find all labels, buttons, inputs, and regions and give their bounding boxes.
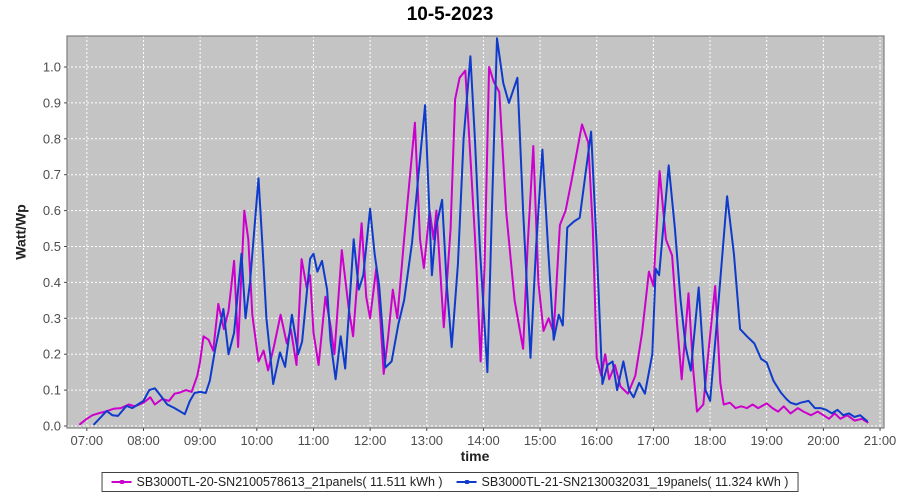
series-line-magenta xyxy=(79,66,869,426)
legend-label: SB3000TL-21-SN2130032031_19panels( 11.32… xyxy=(481,475,789,489)
y-tick-label: 0.3 xyxy=(43,311,61,326)
legend: SB3000TL-20-SN2100578613_21panels( 11.51… xyxy=(101,472,799,492)
plot-border xyxy=(66,35,885,429)
series-line-icon xyxy=(456,479,477,486)
x-tick-label: 09:00 xyxy=(184,433,217,448)
legend-entry: SB3000TL-20-SN2100578613_21panels( 11.51… xyxy=(111,475,443,489)
legend-label: SB3000TL-20-SN2100578613_21panels( 11.51… xyxy=(136,475,443,489)
x-tick-label: 10:00 xyxy=(241,433,274,448)
y-tick-label: 0.6 xyxy=(43,203,61,218)
y-tick-label: 0.5 xyxy=(43,239,61,254)
series-line-icon xyxy=(111,479,132,486)
x-tick-label: 15:00 xyxy=(524,433,557,448)
x-tick-label: 16:00 xyxy=(580,433,613,448)
x-tick-label: 07:00 xyxy=(71,433,104,448)
x-tick-label: 18:00 xyxy=(694,433,727,448)
y-tick-label: 0.9 xyxy=(43,95,61,110)
y-tick-label: 1.0 xyxy=(43,60,61,75)
x-tick-label: 11:00 xyxy=(298,433,330,448)
x-tick-label: 08:00 xyxy=(127,433,160,448)
y-tick-label: 0.4 xyxy=(43,275,61,290)
y-axis-label: Watt/Wp xyxy=(13,204,29,260)
y-tick-label: 0.2 xyxy=(43,347,61,362)
y-axis-label-wrap: Watt/Wp xyxy=(10,36,32,428)
x-tick-label: 13:00 xyxy=(411,433,444,448)
x-tick-label: 21:00 xyxy=(864,433,897,448)
x-tick-label: 20:00 xyxy=(807,433,840,448)
series-line-blue xyxy=(93,37,868,426)
x-tick-label: 19:00 xyxy=(750,433,783,448)
x-tick-label: 17:00 xyxy=(637,433,670,448)
y-tick-label: 0.7 xyxy=(43,167,61,182)
x-axis-label: time xyxy=(460,448,490,464)
y-tick-label: 0.0 xyxy=(43,419,61,434)
x-tick-label: 14:00 xyxy=(467,433,500,448)
chart-title: 10-5-2023 xyxy=(406,4,494,25)
y-tick-label: 0.1 xyxy=(43,383,61,398)
x-tick-label: 12:00 xyxy=(354,433,387,448)
legend-entry: SB3000TL-21-SN2130032031_19panels( 11.32… xyxy=(456,475,789,489)
y-tick-label: 0.8 xyxy=(43,131,61,146)
